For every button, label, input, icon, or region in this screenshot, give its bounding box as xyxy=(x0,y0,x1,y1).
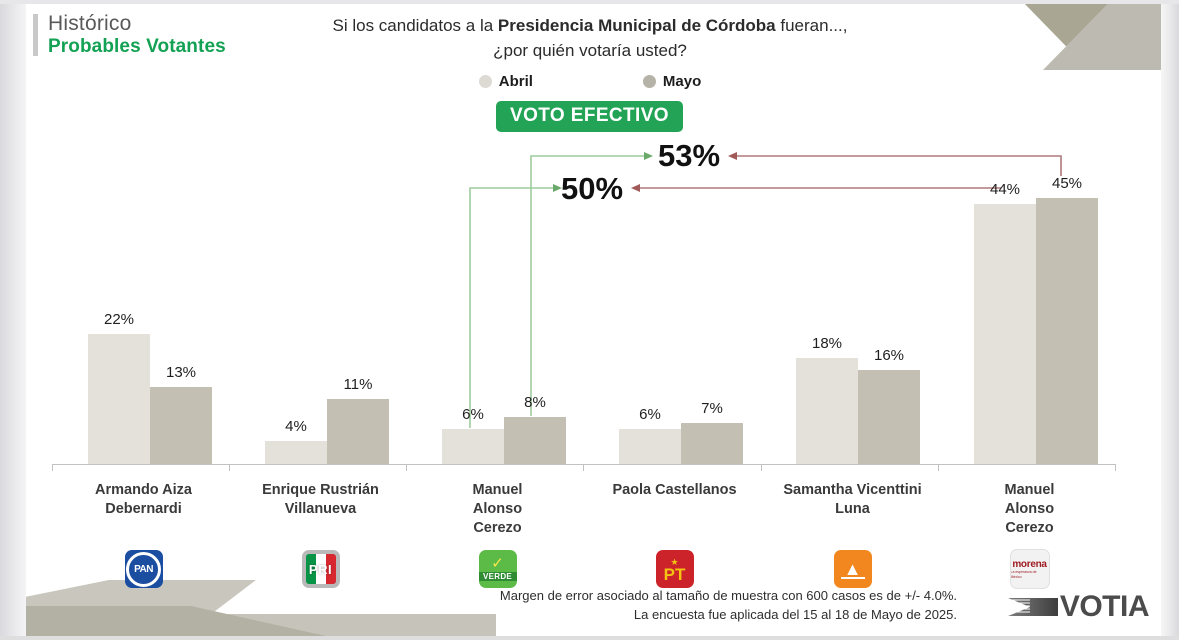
verde-logo-icon: ✓ VERDE xyxy=(478,550,517,588)
party-logo-slot-0: PAN xyxy=(55,548,232,590)
bar-mayo-5[interactable] xyxy=(1036,198,1098,464)
axis-tick-1 xyxy=(229,464,230,471)
bar-label-abril-5: 44% xyxy=(989,181,1021,198)
category-line: Cerezo xyxy=(473,520,522,536)
arrowhead-red-mayo xyxy=(728,152,737,160)
arrowhead-red-abril xyxy=(631,184,640,192)
category-label-4: Samantha Vicenttini Luna xyxy=(764,481,941,519)
category-line: Samantha Vicenttini xyxy=(783,482,922,498)
category-line: Debernardi xyxy=(105,501,182,517)
category-label-3: Paola Castellanos xyxy=(586,481,763,500)
status-badge-voto-efectivo: VOTO EFECTIVO xyxy=(496,101,683,132)
mc-logo-icon: ▲ xyxy=(833,550,872,588)
bar-mayo-4[interactable] xyxy=(858,370,920,464)
bar-abril-3[interactable] xyxy=(619,429,681,464)
bar-label-mayo-0: 13% xyxy=(165,364,197,381)
title-line-1: Si los candidatos a la Presidencia Munic… xyxy=(280,13,900,38)
party-logo-slot-2: ✓ VERDE xyxy=(409,548,586,590)
legend-label-mayo: Mayo xyxy=(662,73,702,90)
pt-logo-icon: ★ PT xyxy=(655,550,694,588)
bar-label-abril-3: 6% xyxy=(639,406,661,423)
party-logo-slot-5: morena La esperanza de México xyxy=(941,548,1118,590)
slide-frame-right xyxy=(1161,0,1179,640)
category-line: Paola Castellanos xyxy=(612,482,737,498)
category-label-0: Armando Aiza Debernardi xyxy=(55,481,232,519)
bar-mayo-2[interactable] xyxy=(504,417,566,464)
chart-axis-line xyxy=(52,464,1116,465)
axis-tick-5 xyxy=(938,464,939,471)
category-line: Luna xyxy=(835,501,870,517)
header-subsection-label: Probables Votantes xyxy=(48,36,226,57)
connector-green-abril xyxy=(469,187,553,428)
bar-label-abril-2: 6% xyxy=(462,406,484,423)
axis-tick-2 xyxy=(406,464,407,471)
bar-label-abril-1: 4% xyxy=(285,418,307,435)
slide-frame-top xyxy=(0,0,1179,4)
legend-label-abril: Abril xyxy=(498,73,533,90)
bar-label-mayo-3: 7% xyxy=(701,400,723,417)
category-line: Armando Aiza xyxy=(95,482,192,498)
legend-item-abril[interactable]: Abril xyxy=(478,73,533,90)
category-line: Alonso xyxy=(472,501,523,517)
slide-frame-left xyxy=(0,0,26,640)
chart-legend: Abril Mayo xyxy=(280,73,900,90)
votia-brand: VOTIA xyxy=(1007,590,1150,624)
bar-abril-1[interactable] xyxy=(265,441,327,464)
legend-item-mayo[interactable]: Mayo xyxy=(642,73,702,90)
axis-tick-6 xyxy=(1115,464,1116,471)
bar-label-mayo-2: 8% xyxy=(524,394,546,411)
arrowhead-green-mayo xyxy=(644,152,653,160)
axis-tick-0 xyxy=(52,464,53,471)
page-title: Si los candidatos a la Presidencia Munic… xyxy=(280,13,900,63)
annotation-total-abril: 50% xyxy=(561,171,624,206)
category-label-2: Manuel Alonso Cerezo xyxy=(409,481,586,538)
header-accent-bar xyxy=(33,14,38,56)
legend-swatch-abril xyxy=(478,75,492,88)
footnote-line-1: Margen de error asociado al tamaño de mu… xyxy=(499,588,957,603)
connector-red-mayo xyxy=(737,155,1062,176)
bar-abril-5[interactable] xyxy=(974,204,1036,464)
party-logo-slot-1: PRI xyxy=(232,548,409,590)
bar-abril-0[interactable] xyxy=(88,334,150,464)
category-label-1: Enrique Rustrián Villanueva xyxy=(232,481,409,519)
slide-frame-bottom xyxy=(0,636,1179,640)
votia-mark-icon xyxy=(1007,598,1058,616)
bar-label-mayo-5: 45% xyxy=(1051,175,1083,192)
morena-logo-icon: morena La esperanza de México xyxy=(1009,549,1050,589)
category-line: Manuel xyxy=(1004,482,1055,498)
category-line: Villanueva xyxy=(284,501,357,517)
category-line: Enrique Rustrián xyxy=(262,482,379,498)
bar-label-mayo-1: 11% xyxy=(343,376,373,393)
bar-mayo-3[interactable] xyxy=(681,423,743,464)
bar-label-abril-0: 22% xyxy=(103,311,135,328)
votia-wordmark: VOTIA xyxy=(1059,590,1150,623)
party-logo-slot-4: ▲ xyxy=(764,548,941,590)
title-suffix: fueran..., xyxy=(775,16,848,35)
pri-logo-icon: PRI xyxy=(301,550,340,588)
footnote-line-2: La encuesta fue aplicada del 15 al 18 de… xyxy=(633,607,957,622)
legend-swatch-mayo xyxy=(642,75,656,88)
bar-label-mayo-4: 16% xyxy=(873,347,905,364)
bar-abril-2[interactable] xyxy=(442,429,504,464)
bar-abril-4[interactable] xyxy=(796,358,858,464)
title-emphasis: Presidencia Municipal de Córdoba xyxy=(497,16,776,35)
title-prefix: Si los candidatos a la xyxy=(332,16,498,35)
category-label-5: Manuel Alonso Cerezo xyxy=(941,481,1118,538)
annotation-total-mayo: 53% xyxy=(658,138,721,173)
axis-tick-3 xyxy=(583,464,584,471)
category-line: Alonso xyxy=(1004,501,1055,517)
party-logo-slot-3: ★ PT xyxy=(586,548,763,590)
bar-label-abril-4: 18% xyxy=(811,335,843,352)
axis-tick-4 xyxy=(761,464,762,471)
category-line: Manuel xyxy=(472,482,523,498)
bar-mayo-0[interactable] xyxy=(150,387,212,464)
footnote: Margen de error asociado al tamaño de mu… xyxy=(500,586,957,624)
header-tab: Histórico Probables Votantes xyxy=(33,12,226,58)
header-section-label: Histórico xyxy=(48,12,132,35)
category-line: Cerezo xyxy=(1005,520,1054,536)
pan-logo-icon: PAN xyxy=(124,550,163,588)
bar-mayo-1[interactable] xyxy=(327,399,389,464)
title-line-2: ¿por quién votaría usted? xyxy=(493,41,687,60)
